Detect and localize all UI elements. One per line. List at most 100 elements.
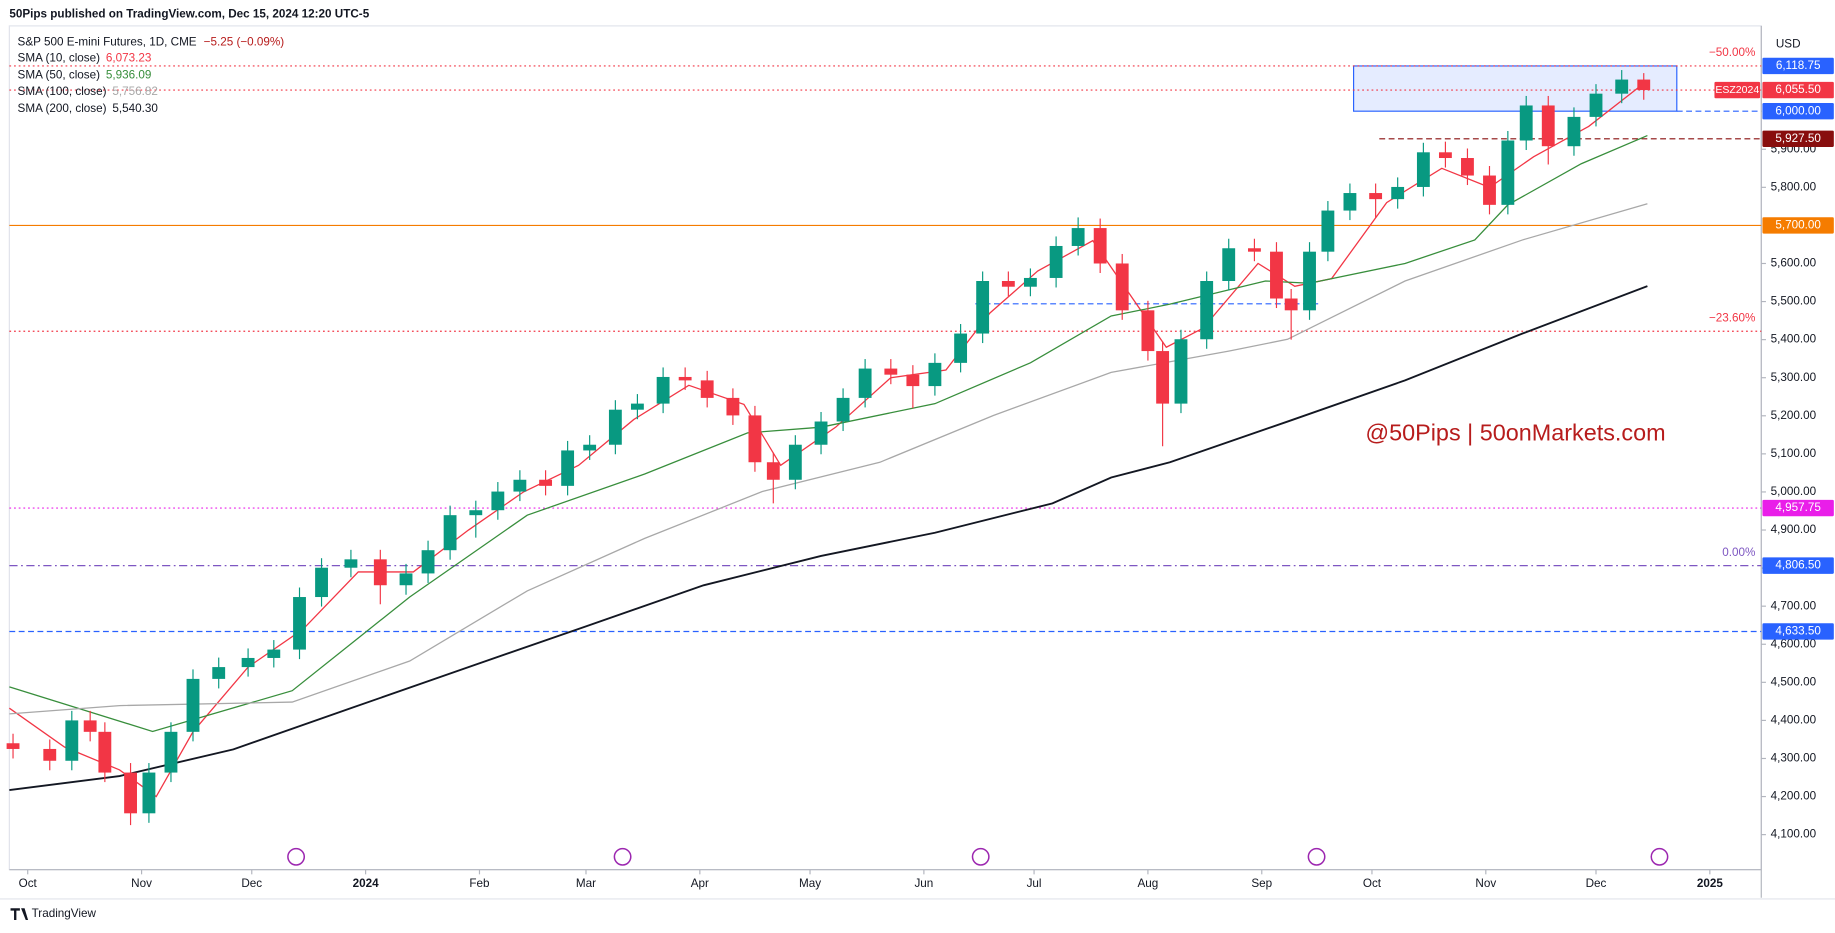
x-tick-label: May [799, 877, 821, 890]
candle-body [1093, 228, 1107, 264]
candle-body [241, 657, 255, 668]
candle-body [1270, 251, 1283, 299]
price-label-box [1762, 102, 1834, 120]
sma-line [9, 134, 1648, 733]
candle-body [1589, 93, 1603, 117]
fib-label: 0.00% [1722, 546, 1755, 559]
y-tick-label: 5,100.00 [1771, 447, 1817, 460]
legend-value: 5,756.82 [112, 85, 157, 98]
x-tick-label: Feb [469, 877, 490, 890]
price-change: −5.25 (−0.09%) [204, 35, 285, 48]
x-tick-label: Apr [691, 877, 709, 890]
candle-body [1541, 105, 1555, 147]
x-tick-label: Nov [1475, 877, 1496, 890]
legend: S&P 500 E-mini Futures, 1D, CME −5.25 (−0… [18, 35, 285, 115]
legend-value: 5,540.30 [112, 102, 158, 115]
x-tick-label: Jul [1027, 877, 1042, 890]
candle-body [65, 720, 79, 761]
candle-body [513, 479, 527, 492]
candle-body [124, 772, 137, 814]
price-label: 6,118.75 [1776, 59, 1821, 72]
candle-body [1567, 116, 1581, 147]
candle-body [583, 444, 597, 451]
symbol-tag-box [1714, 81, 1761, 99]
price-label: 5,700.00 [1775, 219, 1821, 232]
legend-name: SMA (10, close) [18, 52, 101, 65]
sma-line [9, 203, 1648, 715]
candle-body [315, 567, 328, 598]
candle-body [186, 678, 200, 732]
candle-body [1222, 248, 1236, 282]
fib-label: −23.60% [1709, 311, 1755, 324]
price-label-box [1762, 81, 1834, 99]
price-label: 5,927.50 [1775, 132, 1821, 145]
candle-body [1416, 152, 1430, 187]
y-tick-label: 4,200.00 [1771, 790, 1817, 803]
x-tick-label: 2024 [353, 877, 380, 890]
candle-body [1391, 186, 1405, 200]
candle-body [928, 362, 942, 387]
candle-body [421, 550, 435, 574]
y-tick-label: 5,500.00 [1771, 295, 1817, 308]
candle-body [491, 491, 505, 511]
x-tick-label: Dec [241, 877, 262, 890]
y-tick-label: 5,000.00 [1771, 485, 1817, 498]
candle-body [814, 421, 828, 445]
candle-body [1023, 277, 1037, 287]
candle-body [373, 559, 387, 586]
x-tick-label: 2025 [1697, 877, 1724, 890]
x-tick-label: Oct [1363, 877, 1382, 890]
candle-body [1174, 339, 1188, 404]
candle-body [344, 559, 358, 568]
fib-label: −50.00% [1709, 46, 1755, 59]
candle-body [678, 376, 692, 381]
event-icon[interactable] [971, 847, 990, 866]
brand-logo [10, 908, 29, 920]
legend-entry: SMA (100, close) 5,756.82 [18, 85, 158, 98]
candle-body [858, 368, 872, 398]
symbol-tag: ESZ2024 [1715, 84, 1759, 96]
legend-entry: SMA (50, close) 5,936.09 [18, 68, 152, 81]
event-icon[interactable] [1307, 847, 1326, 866]
event-icon[interactable] [613, 847, 632, 866]
event-icons [287, 847, 1669, 866]
symbol-title: S&P 500 E-mini Futures, 1D, CME [18, 35, 197, 48]
candle-body [83, 720, 97, 732]
y-tick-label: 4,100.00 [1771, 828, 1817, 841]
candle-body [1637, 79, 1651, 91]
x-tick-label: Dec [1586, 877, 1607, 890]
candle-body [1519, 105, 1533, 141]
x-tick-label: Jun [914, 877, 933, 890]
sma-line [8, 82, 1645, 798]
x-tick-label: Oct [19, 877, 38, 890]
price-zone [1353, 65, 1678, 112]
candle-body [1501, 140, 1515, 205]
price-label: 4,806.50 [1775, 559, 1821, 572]
candle-body [98, 731, 112, 773]
legend-title: S&P 500 E-mini Futures, 1D, CME −5.25 (−0… [18, 35, 285, 48]
y-tick-label: 5,300.00 [1771, 371, 1817, 384]
candle-body [906, 374, 920, 387]
y-tick-label: 5,400.00 [1771, 333, 1817, 346]
price-label: 6,000.00 [1775, 104, 1821, 117]
legend-entry: SMA (200, close) 5,540.30 [18, 102, 159, 115]
legend-name: SMA (100, close) [18, 85, 107, 98]
event-icon[interactable] [1650, 847, 1669, 866]
event-icon[interactable] [287, 847, 306, 866]
candle-body [976, 281, 990, 334]
plot-layer: −50.00% −23.60% 0.00% [6, 46, 1762, 826]
price-label-box [1762, 217, 1834, 234]
candle-body [1049, 245, 1063, 278]
candle-body [726, 397, 740, 416]
candle-body [1321, 210, 1335, 252]
candle-body [212, 667, 226, 679]
sma-line [9, 285, 1648, 792]
legend-value: 5,936.09 [106, 68, 152, 81]
candle-body [1071, 228, 1085, 246]
y-tick-label: 4,500.00 [1771, 675, 1817, 688]
candle-body [1248, 248, 1261, 252]
candle-body [267, 649, 281, 658]
x-tick-label: Nov [131, 877, 152, 890]
candle-body [1483, 175, 1496, 205]
